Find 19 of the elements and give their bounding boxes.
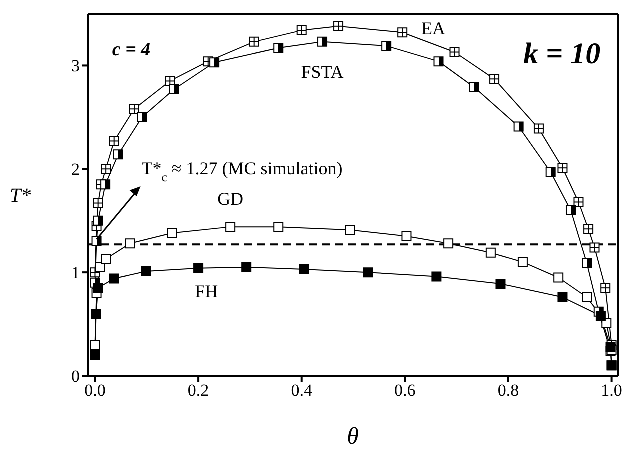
y-tick-label: 2 bbox=[72, 160, 80, 180]
annotation: k = 10 bbox=[524, 37, 601, 70]
x-tick-label: 0.4 bbox=[291, 381, 313, 400]
y-tick-label: 3 bbox=[72, 56, 80, 76]
x-tick-label: 0.0 bbox=[84, 381, 106, 400]
x-axis-title: θ bbox=[347, 424, 360, 450]
x-tick-label: 0.2 bbox=[188, 381, 210, 400]
series-label: FSTA bbox=[301, 62, 344, 82]
series-label: GD bbox=[218, 189, 244, 210]
x-tick-label: 1.0 bbox=[601, 381, 622, 400]
y-tick-label: 0 bbox=[72, 367, 80, 386]
ref-line-label: T*$_{c}$ ≈ 1.27 (MC simulation) bbox=[142, 158, 343, 184]
x-tick-label: 0.6 bbox=[394, 381, 416, 400]
y-tick-label: 1 bbox=[72, 264, 80, 283]
series-label: EA bbox=[422, 18, 446, 38]
x-tick-label: 0.8 bbox=[498, 381, 520, 400]
y-axis-title: T* bbox=[10, 185, 32, 208]
series-label: FH bbox=[195, 281, 218, 302]
annotation: c = 4 bbox=[112, 39, 151, 60]
